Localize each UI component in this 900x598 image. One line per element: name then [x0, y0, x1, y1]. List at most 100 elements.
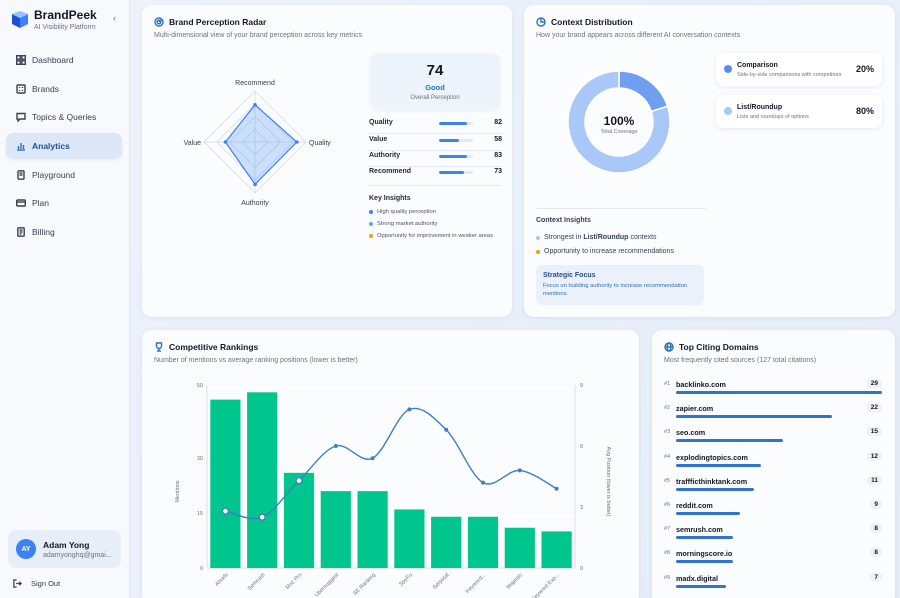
- x-tick-label: Ahrefs: [214, 572, 230, 588]
- domain-bar: [676, 512, 740, 515]
- metric-name: Recommend: [369, 168, 412, 175]
- insight-item: High quality perception: [369, 209, 436, 215]
- context-donut-chart: 100%Total Coverage: [567, 70, 671, 174]
- insight-text: Opportunity to increase recommendations: [544, 248, 674, 255]
- bar-semrush: [247, 392, 278, 568]
- domain-rank: #3: [664, 429, 671, 436]
- sidebar-item-plan[interactable]: Plan: [6, 190, 122, 216]
- domain-name: reddit.com: [676, 501, 713, 510]
- domain-row[interactable]: #5 traffficthinktank.com 11: [664, 475, 882, 499]
- domain-row[interactable]: #3 seo.com 15: [664, 426, 882, 450]
- bar-serpstat: [431, 516, 462, 568]
- metric-row: Authority 83: [369, 152, 502, 164]
- avg-position-point: [407, 407, 412, 412]
- radar-point: [253, 102, 257, 107]
- x-tick-label: Ubersuggest: [314, 572, 341, 598]
- sidebar-item-brands[interactable]: Brands: [6, 76, 122, 102]
- legend-desc: Lists and roundups of options: [737, 114, 809, 120]
- domain-rank: #7: [664, 526, 671, 533]
- x-tick-label: SpyFu: [398, 572, 413, 587]
- legend-pct: 80%: [855, 106, 874, 116]
- context-subtitle: How your brand appears across different …: [536, 32, 741, 39]
- sidebar-item-playground[interactable]: Playground: [6, 162, 122, 188]
- metric-bar: [439, 122, 473, 125]
- avg-position-point: [333, 444, 338, 448]
- domain-row[interactable]: #9 madx.digital 7: [664, 572, 882, 596]
- legend-dot: [724, 107, 732, 115]
- domain-row[interactable]: #4 explodingtopics.com 12: [664, 451, 882, 475]
- logout-icon: [13, 579, 22, 588]
- domain-bar: [676, 560, 733, 564]
- app-subtitle: AI Visibility Platform: [34, 24, 96, 31]
- domain-row[interactable]: #6 reddit.com 9: [664, 499, 882, 523]
- radar-point: [223, 140, 228, 144]
- metric-row: Recommend 73: [369, 168, 502, 180]
- overall-score-value: 74: [426, 62, 444, 79]
- y-tick-label: 30: [197, 456, 203, 462]
- competitive-rankings-card: Competitive Rankings Number of mentions …: [142, 330, 639, 598]
- sidebar-item-label: Plan: [32, 198, 50, 209]
- rankings-chart: 0 15 30 50 0 3 6 9 Mentions Avg Position (lower i…: [175, 383, 611, 598]
- radar-point: [295, 140, 299, 144]
- divider: [369, 185, 502, 186]
- bar-ahrefs: [210, 399, 241, 568]
- domain-name: zapier.com: [676, 404, 714, 414]
- insight-text: Strong market authority: [377, 221, 438, 227]
- bullet-dot: [369, 222, 373, 226]
- domain-rank: #8: [664, 550, 671, 557]
- card-title: Top Citing Domains: [664, 342, 759, 352]
- radar-chart: Recommend Quality Authority Value: [184, 80, 332, 207]
- sign-out-label: Sign Out: [31, 579, 61, 588]
- avg-position-point: [295, 476, 303, 485]
- radar-axis-label: Recommend: [235, 80, 275, 87]
- sidebar-item-analytics[interactable]: Analytics: [6, 133, 122, 160]
- metric-value: 82: [494, 119, 502, 126]
- domain-count: 11: [867, 475, 882, 485]
- metric-value: 58: [494, 136, 502, 143]
- x-tick-label: Semrush: [247, 572, 267, 592]
- domain-row[interactable]: #1 backlinko.com 29: [664, 378, 882, 402]
- avg-position-line: [225, 407, 557, 520]
- sign-out-button[interactable]: Sign Out: [13, 579, 60, 588]
- sidebar-item-billing[interactable]: Billing: [6, 219, 122, 245]
- legend-pct: 20%: [855, 64, 874, 74]
- domain-bar: [676, 463, 762, 467]
- metric-name: Quality: [369, 119, 393, 126]
- domain-name: traffficthinktank.com: [676, 476, 748, 486]
- x-tick-label: SE Ranking: [352, 572, 377, 597]
- metric-bar: [439, 171, 473, 174]
- avatar: AY: [16, 539, 36, 559]
- domain-rank: #2: [664, 405, 671, 412]
- sidebar-item-dashboard[interactable]: Dashboard: [6, 47, 122, 73]
- key-insights-title: Key Insights: [369, 195, 411, 202]
- domain-bar: [676, 584, 726, 588]
- brand[interactable]: BrandPeek AI Visibility Platform: [11, 8, 97, 31]
- sidebar: BrandPeek AI Visibility Platform ‹ Dashb…: [0, 0, 130, 598]
- rankings-title: Competitive Rankings: [169, 342, 259, 352]
- user-email: adamyonghq@gmai...: [43, 551, 112, 559]
- context-insight-item: Opportunity to increase recommendations: [536, 248, 674, 255]
- bar-keyword-exp---: [541, 531, 572, 568]
- chevron-left-icon[interactable]: ‹: [113, 13, 116, 23]
- domain-row[interactable]: #2 zapier.com 22: [664, 402, 882, 426]
- domain-count: 8: [870, 548, 882, 558]
- domain-row[interactable]: #7 semrush.com 8: [664, 523, 882, 547]
- sidebar-item-topics-queries[interactable]: Topics & Queries: [6, 104, 122, 130]
- bar-spyfu: [394, 509, 425, 568]
- domain-count: 8: [870, 524, 882, 534]
- user-profile[interactable]: AY Adam Yong adamyonghq@gmai...: [8, 530, 121, 568]
- domain-count: 15: [866, 427, 882, 437]
- insight-text: High quality perception: [377, 209, 436, 215]
- domain-rank: #4: [664, 453, 671, 460]
- bullet-dot: [369, 234, 373, 238]
- x-tick-label: Keyword...: [465, 572, 488, 595]
- metric-bar-fill: [439, 155, 468, 158]
- avg-position-point: [258, 513, 266, 521]
- bullet-dot: [536, 249, 540, 254]
- radar-axis-label: Authority: [241, 200, 269, 207]
- avg-position-point: [517, 468, 522, 473]
- domain-row[interactable]: #8 morningscore.io 8: [664, 547, 882, 571]
- legend-dot: [724, 65, 732, 73]
- insight-highlight: List/Roundup: [583, 234, 629, 241]
- context-title: Context Distribution: [551, 17, 633, 27]
